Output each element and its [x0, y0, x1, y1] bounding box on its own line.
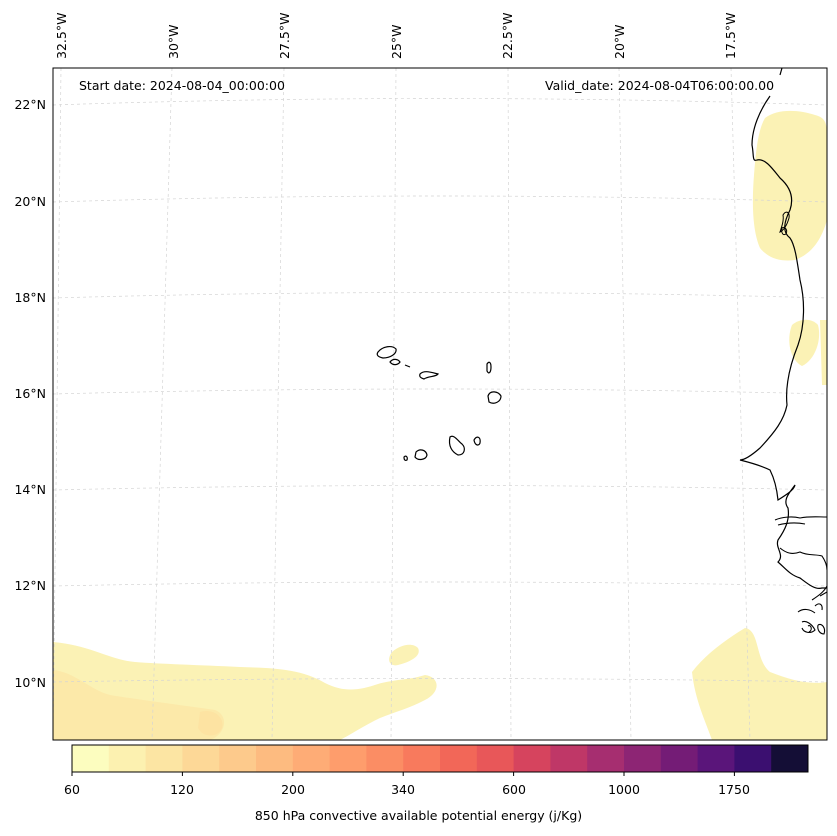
graticule: [53, 68, 827, 740]
colorbar: [72, 745, 809, 772]
island-sal: [486, 361, 492, 374]
colorbar-swatch: [771, 745, 809, 772]
lat-label-12n: 12°N: [14, 578, 46, 593]
island-sao-nicolau: [419, 371, 439, 380]
cape-verde-islands: [376, 346, 502, 461]
banc-arguin-detail: [779, 211, 790, 236]
lat-label-10n: 10°N: [14, 675, 46, 690]
colorbar-swatch: [624, 745, 662, 772]
lat-label-18n: 18°N: [14, 290, 46, 305]
colorbar-swatch: [108, 745, 147, 772]
map-frame: [52, 67, 828, 741]
cape-field-blob: [389, 644, 419, 666]
colorbar-tick-60: 60: [64, 782, 80, 797]
colorbar-swatch: [219, 745, 257, 772]
coastline-detail-senegal: [779, 547, 827, 571]
west-africa-coastline: [739, 68, 827, 589]
colorbar-swatch: [587, 745, 625, 772]
coastline-detail-guinea: [811, 585, 827, 601]
cape-field-southwest-core: [53, 670, 225, 740]
lat-label-16n: 16°N: [14, 386, 46, 401]
lon-label-22-5w: 22.5°W: [500, 12, 515, 59]
coastline-detail-bijagos: [797, 603, 826, 635]
lon-label-30w: 30°W: [166, 24, 181, 59]
colorbar-swatch: [440, 745, 478, 772]
colorbar-swatch: [182, 745, 220, 772]
colorbar-tick-340: 340: [391, 782, 415, 797]
island-fogo: [414, 449, 428, 461]
cape-field-southeast: [692, 628, 827, 740]
island-boa-vista: [487, 391, 502, 404]
colorbar-tick-200: 200: [281, 782, 305, 797]
island-santa-luzia: [404, 364, 411, 368]
lon-label-27-5w: 27.5°W: [277, 12, 292, 59]
colorbar-tick-marks: [71, 772, 735, 776]
cape-field-southwest-spot: [198, 710, 223, 736]
colorbar-swatch: [329, 745, 367, 772]
cape-field-east: [789, 319, 820, 366]
colorbar-tick-120: 120: [170, 782, 194, 797]
lon-label-25w: 25°W: [389, 24, 404, 59]
island-brava: [403, 455, 408, 461]
colorbar-swatch: [734, 745, 772, 772]
colorbar-swatch: [292, 745, 331, 772]
colorbar-swatch: [660, 745, 699, 772]
colorbar-tick-1750: 1750: [718, 782, 750, 797]
valid-date-label: Valid_date: 2024-08-04T06:00:00.00: [545, 78, 775, 93]
island-sao-vicente: [389, 358, 401, 366]
lat-label-20n: 20°N: [14, 194, 46, 209]
island-santo-antao: [376, 346, 397, 359]
colorbar-tick-600: 600: [502, 782, 526, 797]
colorbar-swatch: [476, 745, 515, 772]
colorbar-frame: [71, 744, 809, 773]
coastline-detail-gambia: [774, 516, 827, 526]
colorbar-swatch: [403, 745, 441, 772]
colorbar-label: 850 hPa convective available potential e…: [254, 808, 583, 823]
lon-label-17-5w: 17.5°W: [723, 12, 738, 59]
lat-label-14n: 14°N: [14, 482, 46, 497]
map-background: [53, 68, 827, 740]
island-maio: [473, 436, 481, 446]
colorbar-swatch: [697, 745, 735, 772]
colorbar-swatch: [366, 745, 404, 772]
colorbar-swatch: [513, 745, 551, 772]
lon-label-20w: 20°W: [612, 24, 627, 59]
start-date-label: Start date: 2024-08-04_00:00:00: [79, 78, 285, 93]
cape-field-east-edge: [820, 320, 827, 385]
colorbar-swatch: [550, 745, 588, 772]
colorbar-swatch: [145, 745, 183, 772]
lat-label-22n: 22°N: [14, 97, 46, 112]
island-santiago: [448, 435, 465, 456]
colorbar-swatch: [256, 745, 294, 772]
cape-field-northeast: [752, 110, 827, 261]
lon-label-32-5w: 32.5°W: [54, 12, 69, 59]
colorbar-swatch: [72, 745, 110, 772]
colorbar-tick-1000: 1000: [608, 782, 640, 797]
